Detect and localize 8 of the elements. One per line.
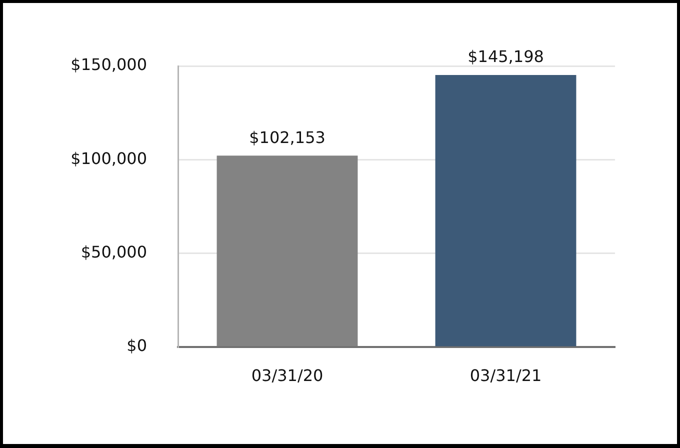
y-tick-label: $0 <box>126 336 147 356</box>
data-label: $145,198 <box>468 47 544 66</box>
data-label: $102,153 <box>249 128 326 147</box>
y-tick-label: $150,000 <box>70 55 147 74</box>
x-tick-label: 03/31/21 <box>470 366 542 385</box>
y-tick-label: $50,000 <box>80 242 147 262</box>
x-tick-label: 03/31/20 <box>251 366 324 385</box>
y-tick-label: $100,000 <box>70 148 147 168</box>
